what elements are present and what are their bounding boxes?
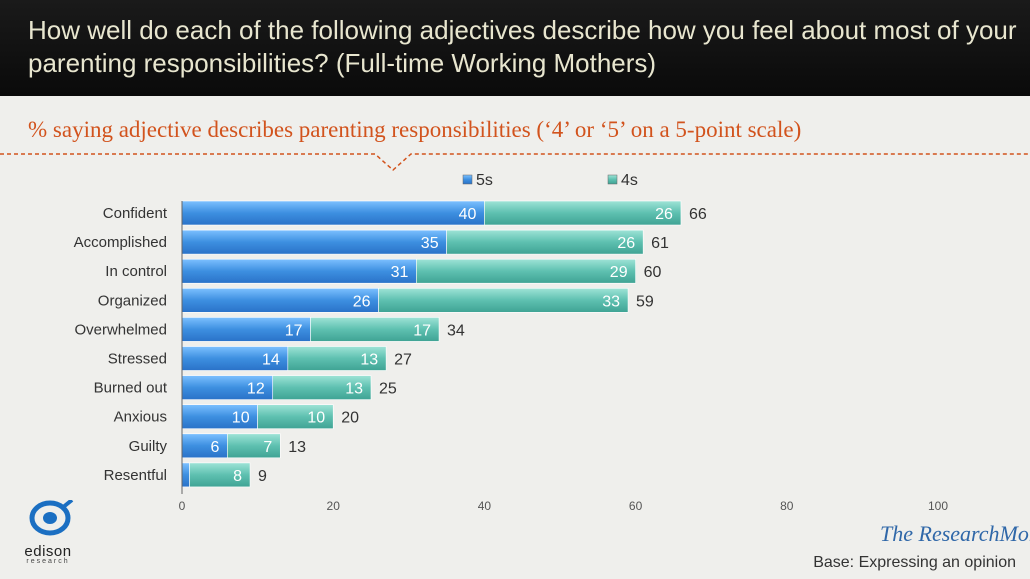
category-label: Overwhelmed: [74, 321, 167, 338]
bar-segment-4s: [310, 317, 440, 342]
bar-group: Confident 40 26 66 Accomplished 35 26 61 In cont…: [74, 200, 707, 488]
bar-value-label: 17: [285, 322, 303, 339]
chart-legend: 5s 4s: [462, 172, 638, 189]
bar-segment-4s: [287, 346, 387, 371]
bar-segment-4s: [189, 462, 251, 488]
category-label: Accomplished: [74, 234, 167, 251]
subtitle-divider: [0, 153, 1030, 172]
category-label: Resentful: [104, 467, 167, 484]
legend-label: 5s: [476, 172, 493, 189]
bar-total-label: 61: [651, 235, 669, 252]
bar-total-label: 60: [644, 264, 662, 281]
category-label: Guilty: [129, 438, 168, 455]
bar-value-label: 26: [617, 235, 635, 252]
category-label: Anxious: [114, 409, 167, 426]
x-tick-label: 0: [179, 499, 186, 513]
legend-label: 4s: [621, 172, 638, 189]
bar-segment-4s: [378, 287, 629, 313]
x-tick-label: 80: [780, 499, 794, 513]
bar-value-label: 6: [210, 439, 219, 456]
bar-value-label: 26: [353, 293, 371, 310]
bar-segment-5s: [181, 433, 228, 459]
bar-value-label: 10: [307, 410, 325, 427]
bar-value-label: 31: [391, 264, 409, 281]
bar-segment-4s: [416, 258, 636, 284]
category-label: In control: [105, 263, 167, 280]
x-tick-label: 20: [327, 499, 341, 513]
bar-value-label: 10: [232, 410, 250, 427]
bar-segment-5s: [181, 258, 417, 284]
bar-segment-5s: [181, 200, 485, 226]
bar-value-label: 40: [459, 206, 477, 223]
bar-segment-5s: [181, 229, 447, 255]
bar-total-label: 66: [689, 206, 707, 223]
bar-segment-4s: [484, 200, 682, 226]
legend-swatch-5s: [462, 174, 473, 185]
bar-total-label: 59: [636, 293, 654, 310]
bar-total-label: 27: [394, 352, 412, 369]
bar-segment-4s: [446, 229, 644, 255]
edison-research-logo-icon: [29, 500, 74, 536]
chart-subtitle: % saying adjective describes parenting r…: [28, 117, 802, 142]
category-label: Burned out: [94, 380, 168, 397]
bar-segment-5s: [181, 404, 258, 430]
bar-value-label: 12: [247, 381, 265, 398]
bar-total-label: 34: [447, 322, 465, 339]
bar-segment-5s: [181, 462, 190, 488]
bar-value-label: 13: [360, 352, 378, 369]
category-label: Organized: [98, 292, 167, 309]
category-label: Stressed: [108, 351, 167, 368]
research-moms-logo-icon: The ResearchMoms: [880, 521, 1030, 546]
bar-value-label: 8: [233, 468, 242, 485]
bar-value-label: 35: [421, 235, 439, 252]
x-axis: 0 20 40 60 80 100: [179, 201, 948, 513]
page-title: How well do each of the following adject…: [28, 15, 1017, 78]
bar-value-label: 14: [262, 352, 280, 369]
bar-segment-4s: [257, 404, 334, 430]
logo-name: edison: [24, 543, 72, 560]
bar-value-label: 29: [610, 264, 628, 281]
category-label: Confident: [103, 205, 168, 222]
x-tick-label: 40: [478, 499, 492, 513]
bar-total-label: 20: [341, 410, 359, 427]
bar-value-label: 33: [602, 293, 620, 310]
base-note: Base: Expressing an opinion: [813, 554, 1016, 571]
bar-total-label: 25: [379, 381, 397, 398]
bar-segment-4s: [272, 375, 372, 400]
legend-swatch-4s: [607, 174, 618, 185]
bar-value-label: 26: [655, 206, 673, 223]
bar-total-label: 9: [258, 468, 267, 485]
x-tick-label: 60: [629, 499, 643, 513]
bar-total-label: 13: [288, 439, 306, 456]
bar-segment-5s: [181, 375, 274, 400]
bar-segment-4s: [227, 433, 281, 459]
header-bar: How well do each of the following adject…: [0, 0, 1030, 96]
bar-segment-5s: [181, 287, 379, 313]
x-tick-label: 100: [928, 499, 948, 513]
bar-value-label: 7: [263, 439, 272, 456]
bar-value-label: 17: [413, 322, 431, 339]
bar-segment-5s: [181, 317, 311, 342]
logo-sub: research: [26, 558, 70, 565]
bar-value-label: 13: [345, 381, 363, 398]
